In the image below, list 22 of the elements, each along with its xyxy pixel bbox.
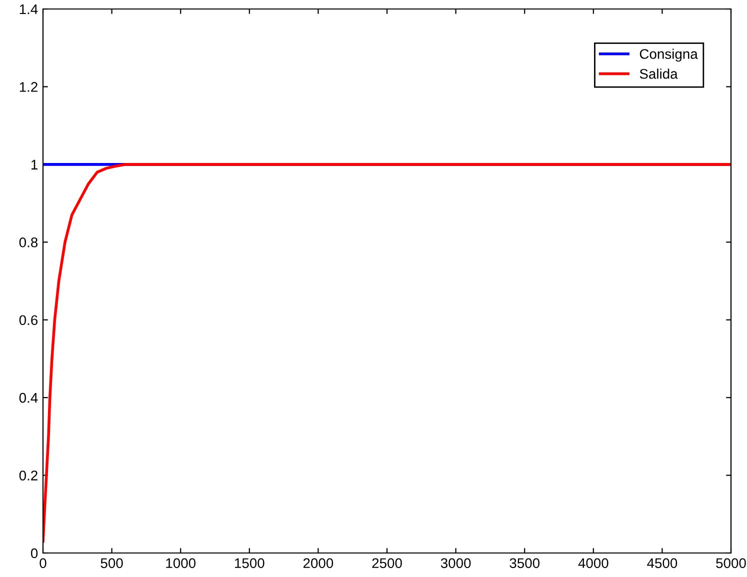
x-tick-label: 0 bbox=[40, 558, 46, 568]
y-tick-label: 0.8 bbox=[19, 237, 38, 248]
x-tick-label: 4000 bbox=[578, 558, 608, 568]
legend-label: Consigna bbox=[640, 48, 698, 62]
y-tick-label: 0.4 bbox=[19, 392, 38, 403]
x-tick-label: 500 bbox=[100, 558, 123, 568]
x-tick-label: 3500 bbox=[510, 558, 540, 568]
x-tick-label: 2000 bbox=[303, 558, 334, 568]
y-tick-label: 1.2 bbox=[20, 82, 38, 92]
x-tick-label: 5000 bbox=[716, 558, 746, 568]
y-tick-label: 1 bbox=[31, 160, 38, 170]
x-tick-label: 1000 bbox=[166, 558, 196, 568]
x-tick-label: 4500 bbox=[647, 558, 678, 568]
y-tick-label: 1.4 bbox=[20, 4, 38, 14]
legend-label: Salida bbox=[640, 68, 678, 79]
y-tick-label: 0 bbox=[30, 548, 38, 558]
x-tick-label: 1500 bbox=[235, 558, 264, 568]
x-tick-label: 2500 bbox=[372, 558, 402, 568]
y-tick-label: 0.2 bbox=[19, 470, 38, 480]
x-tick-label: 3000 bbox=[440, 558, 471, 568]
y-tick-label: 0.6 bbox=[19, 315, 38, 326]
line-series bbox=[43, 163, 731, 543]
